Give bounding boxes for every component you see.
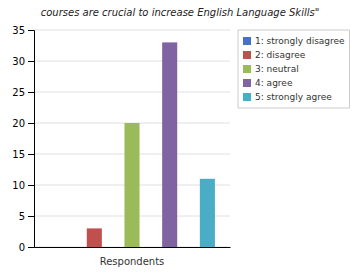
y-tick-label: 10: [12, 180, 25, 191]
y-tick-label: 20: [12, 118, 25, 129]
plot: 0 5 10 15 20 25 30 35: [12, 25, 230, 253]
legend-item: 3: neutral: [243, 64, 299, 74]
title: courses are crucial to increase English …: [41, 7, 320, 18]
legend-item: 1: strongly disagree: [243, 36, 345, 46]
bars: [87, 42, 215, 247]
y-tick: 25: [12, 87, 34, 98]
y-tick-mark: [28, 123, 34, 124]
legend-swatch: [243, 65, 251, 73]
y-tick: 0: [19, 242, 34, 253]
legend-label: 2: disagree: [255, 50, 306, 60]
grid-line: [34, 30, 230, 31]
legend: 1: strongly disagree 2: disagree 3: neutra…: [238, 30, 350, 108]
grid: [34, 30, 230, 247]
y-tick-label: 30: [12, 56, 25, 67]
legend-label: 4: agree: [255, 78, 293, 88]
y-tick: 30: [12, 56, 34, 67]
y-tick-mark: [28, 30, 34, 31]
y-tick-mark: [28, 247, 34, 248]
y-tick-mark: [28, 154, 34, 155]
grid-line: [34, 61, 230, 62]
legend-item: 4: agree: [243, 78, 293, 88]
y-tick-mark: [28, 216, 34, 217]
bar: [200, 179, 215, 247]
y-tick-mark: [28, 185, 34, 186]
chart: 0 5 10 15 20 25 30 35 Respondents courses are cru…: [0, 0, 360, 275]
y-axis-line: [28, 31, 35, 248]
y-tick-label: 0: [19, 242, 25, 253]
y-tick-label: 15: [12, 149, 25, 160]
legend-swatch: [243, 37, 251, 45]
y-tick-mark: [28, 92, 34, 93]
y-axis: 0 5 10 15 20 25 30 35: [12, 25, 34, 253]
bar: [124, 123, 139, 247]
legend-item: 5: strongly agree: [243, 92, 332, 102]
y-tick: 5: [19, 211, 34, 222]
legend-label: 3: neutral: [255, 64, 299, 74]
legend-swatch: [243, 79, 251, 87]
x-axis: [35, 247, 231, 248]
x-axis-line: [35, 247, 231, 248]
y-tick: 20: [12, 118, 34, 129]
y-tick-label: 35: [12, 25, 25, 36]
y-tick-label: 25: [12, 87, 25, 98]
x-label: Respondents: [100, 256, 165, 267]
bar: [162, 42, 177, 247]
bar: [87, 228, 102, 247]
legend-frame: [238, 30, 350, 108]
legend-label: 1: strongly disagree: [255, 36, 345, 46]
y-tick-mark: [28, 61, 34, 62]
y-tick: 35: [12, 25, 34, 36]
y-tick-label: 5: [19, 211, 25, 222]
legend-swatch: [243, 93, 251, 101]
legend-label: 5: strongly agree: [255, 92, 332, 102]
bar: [49, 247, 64, 248]
y-tick: 10: [12, 180, 34, 191]
y-tick: 15: [12, 149, 34, 160]
legend-swatch: [243, 51, 251, 59]
grid-line: [34, 92, 230, 93]
legend-item: 2: disagree: [243, 50, 306, 60]
